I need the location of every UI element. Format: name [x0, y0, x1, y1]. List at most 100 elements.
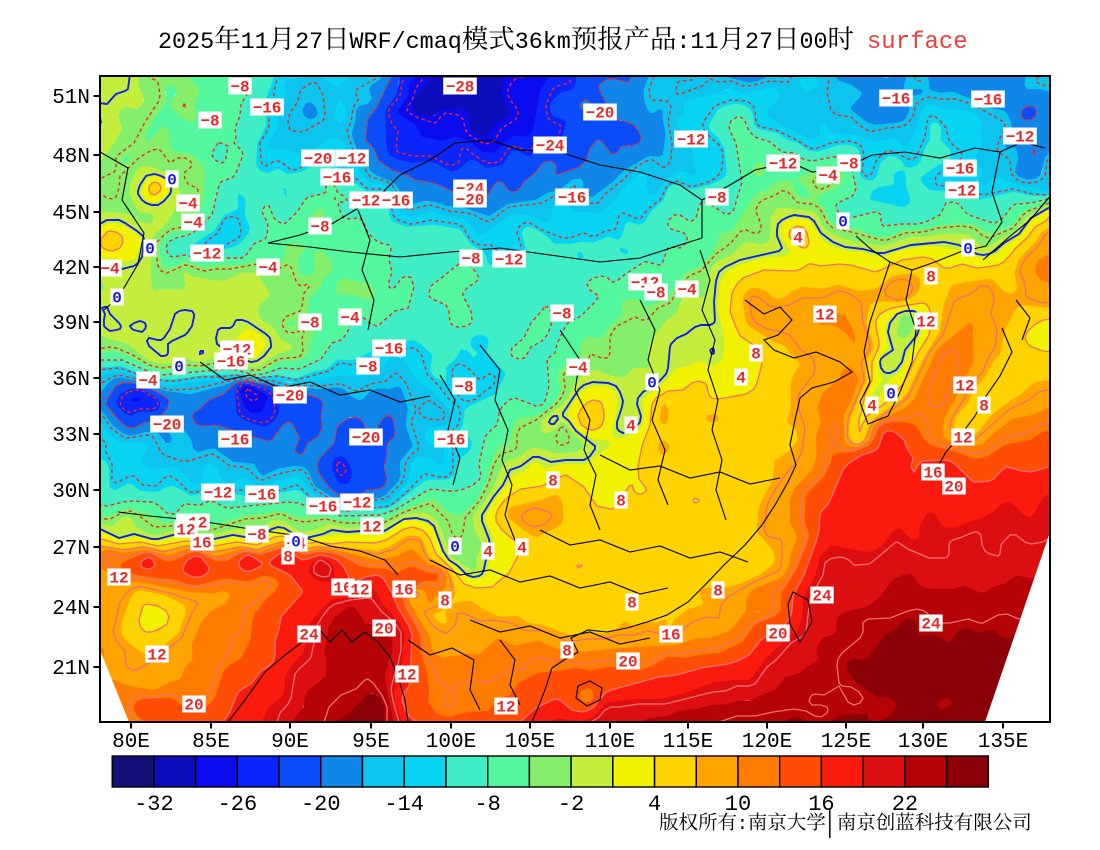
svg-text:4: 4 [793, 230, 803, 248]
svg-text:−16: −16 [382, 193, 411, 211]
svg-text:12: 12 [953, 430, 972, 448]
svg-text:−4: −4 [340, 310, 360, 328]
svg-text:−8: −8 [247, 527, 266, 545]
svg-text:90E: 90E [271, 731, 309, 754]
svg-text:−12: −12 [495, 252, 524, 270]
svg-text:-14: -14 [384, 792, 424, 817]
svg-text:−20: −20 [304, 151, 333, 169]
svg-text:−8: −8 [461, 251, 480, 269]
svg-text:20: 20 [768, 626, 787, 644]
svg-text:8: 8 [616, 493, 626, 511]
svg-text:24: 24 [812, 588, 832, 606]
svg-text:12: 12 [109, 570, 128, 588]
svg-text:11: 11 [241, 30, 269, 56]
svg-text:−16: −16 [248, 487, 277, 505]
svg-text:125E: 125E [821, 731, 871, 754]
svg-text:48N: 48N [52, 146, 90, 169]
svg-text:−4: −4 [183, 215, 203, 233]
svg-text:85E: 85E [192, 731, 230, 754]
svg-text:−16: −16 [974, 92, 1003, 110]
svg-text:−12: −12 [948, 183, 977, 201]
svg-text:−16: −16 [437, 432, 466, 450]
svg-text:−4: −4 [258, 260, 278, 278]
svg-text:0: 0 [647, 375, 657, 393]
svg-text:130E: 130E [898, 731, 948, 754]
svg-text:−4: −4 [818, 168, 838, 186]
svg-text:−20: −20 [456, 192, 485, 210]
svg-text:12: 12 [916, 314, 935, 332]
svg-text:16: 16 [923, 465, 942, 483]
svg-text:−4: −4 [677, 282, 697, 300]
svg-text:0: 0 [963, 241, 973, 259]
svg-text:−12: −12 [1006, 129, 1035, 147]
svg-text:10: 10 [725, 792, 751, 817]
svg-text:0: 0 [174, 359, 184, 377]
svg-text:−8: −8 [200, 113, 219, 131]
svg-text:36N: 36N [52, 369, 90, 392]
svg-text:−16: −16 [375, 341, 404, 359]
svg-text:27: 27 [295, 30, 323, 56]
svg-text:−12: −12 [677, 132, 706, 150]
svg-text:100E: 100E [426, 731, 476, 754]
svg-text:16: 16 [661, 627, 680, 645]
svg-text:−4: −4 [178, 196, 198, 214]
svg-text:0: 0 [291, 534, 301, 552]
svg-text:27: 27 [745, 30, 773, 56]
svg-text:16: 16 [333, 580, 352, 598]
svg-text:24N: 24N [52, 598, 90, 621]
svg-text:4: 4 [626, 418, 636, 436]
svg-text:12: 12 [362, 519, 381, 537]
svg-text:27N: 27N [52, 538, 90, 561]
svg-text:24: 24 [299, 627, 319, 645]
svg-text:−20: −20 [276, 388, 305, 406]
svg-text:−20: −20 [586, 105, 615, 123]
svg-text:20: 20 [618, 654, 637, 672]
svg-text:−12: −12 [352, 193, 381, 211]
svg-text:−12: −12 [204, 485, 233, 503]
svg-text:20: 20 [374, 621, 393, 639]
svg-text:−16: −16 [221, 432, 250, 450]
svg-text:105E: 105E [505, 731, 555, 754]
svg-text:-8: -8 [474, 792, 500, 817]
svg-text:30N: 30N [52, 481, 90, 504]
svg-text:12: 12 [496, 699, 515, 717]
svg-text:-2: -2 [558, 792, 584, 817]
svg-text:120E: 120E [742, 731, 792, 754]
svg-text:−8: −8 [358, 359, 377, 377]
svg-text:20: 20 [944, 479, 963, 497]
svg-text:16: 16 [394, 582, 413, 600]
svg-text:12: 12 [815, 307, 834, 325]
svg-text:115E: 115E [663, 731, 713, 754]
svg-text::11: :11 [676, 30, 718, 56]
svg-text:8: 8 [751, 346, 761, 364]
svg-text:WRF/cmaq: WRF/cmaq [350, 30, 462, 56]
svg-text:80E: 80E [112, 731, 150, 754]
svg-text:−8: −8 [454, 379, 473, 397]
svg-text:0: 0 [112, 290, 122, 308]
svg-text:8: 8 [283, 549, 293, 567]
svg-text:0: 0 [838, 214, 848, 232]
svg-text:4: 4 [648, 792, 661, 817]
svg-text:20: 20 [184, 697, 203, 715]
svg-text:−16: −16 [558, 190, 587, 208]
svg-text:4: 4 [483, 544, 493, 562]
svg-text:−16: −16 [323, 170, 352, 188]
svg-text:2025: 2025 [158, 30, 214, 56]
svg-text:−8: −8 [300, 315, 319, 333]
svg-text:21N: 21N [52, 658, 90, 681]
svg-text:12: 12 [350, 582, 369, 600]
svg-text:12: 12 [397, 667, 416, 685]
svg-text:51N: 51N [52, 87, 90, 110]
svg-text:−8: −8 [552, 306, 571, 324]
svg-text:−8: −8 [646, 285, 665, 303]
svg-text:45N: 45N [52, 203, 90, 226]
svg-text:22: 22 [892, 792, 918, 817]
svg-text:−20: −20 [153, 417, 182, 435]
svg-text:surface: surface [867, 29, 968, 56]
svg-text:−8: −8 [310, 219, 329, 237]
svg-text:33N: 33N [52, 425, 90, 448]
svg-text:4: 4 [736, 370, 746, 388]
svg-text:−16: −16 [253, 100, 282, 118]
svg-text:−12: −12 [338, 151, 367, 169]
svg-text:8: 8 [627, 595, 637, 613]
